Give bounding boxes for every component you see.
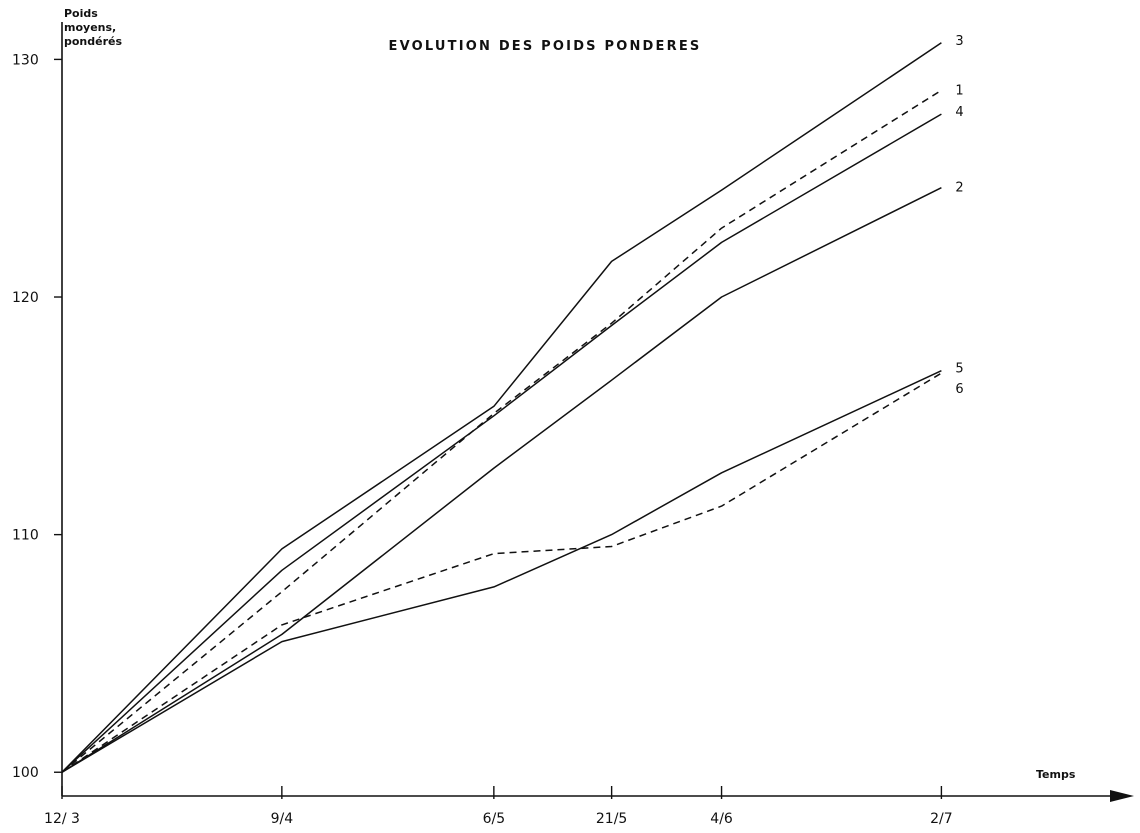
- series-group: 3 1 4 2 5 6: [61, 34, 964, 773]
- x-axis-arrow-icon: [1110, 790, 1134, 802]
- y-tick-label: 110: [12, 528, 39, 544]
- x-tick-label: 12/ 3: [44, 811, 80, 827]
- series-line-4: [61, 113, 942, 773]
- x-tick-label: 9/4: [271, 811, 294, 827]
- series-label-3: 3: [955, 34, 963, 49]
- y-ticks: 100 110 120 130: [12, 52, 62, 781]
- x-tick-label: 6/5: [483, 811, 506, 827]
- y-axis-label-line-1: Poids: [64, 7, 98, 20]
- x-tick-label: 21/5: [596, 811, 627, 827]
- x-tick-label: 2/7: [930, 811, 953, 827]
- series-label-2: 2: [955, 181, 963, 196]
- series-label-4: 4: [955, 105, 963, 120]
- series-line-6: [61, 372, 942, 773]
- x-axis-label: Temps: [1036, 768, 1076, 781]
- x-ticks: 12/ 3 9/4 6/5 21/5 4/6 2/7: [44, 786, 953, 827]
- y-axis-label-line-2: moyens,: [64, 21, 116, 34]
- y-tick-label: 130: [12, 52, 39, 68]
- series-label-5: 5: [955, 362, 963, 377]
- series-line-5: [61, 370, 942, 773]
- series-label-1: 1: [955, 83, 963, 98]
- y-tick-label: 100: [12, 765, 39, 781]
- series-line-3: [61, 42, 942, 773]
- chart-title: EVOLUTION DES POIDS PONDERES: [389, 39, 702, 54]
- y-tick-label: 120: [12, 290, 39, 306]
- y-axis-label-line-3: pondérés: [64, 35, 122, 48]
- axes: [61, 22, 1134, 802]
- x-tick-label: 4/6: [710, 811, 733, 827]
- series-label-6: 6: [955, 382, 963, 397]
- series-line-2: [61, 187, 942, 773]
